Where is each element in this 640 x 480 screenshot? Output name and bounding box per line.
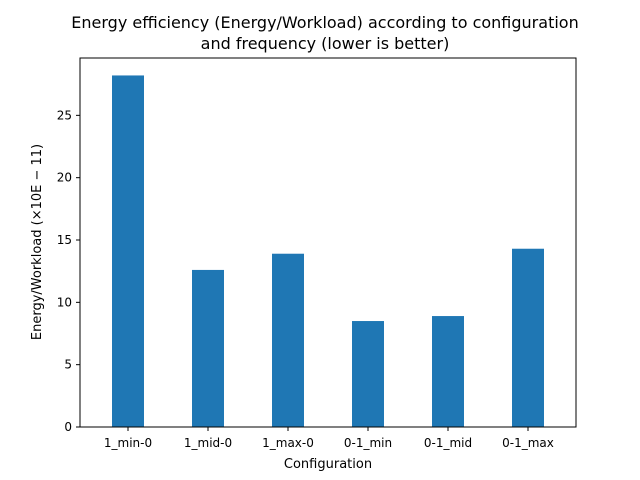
x-tick-label: 0-1_max [502, 436, 554, 450]
x-axis-ticks: 1_min-0 1_mid-0 1_max-0 0-1_min 0-1_mid 0-1_m… [104, 427, 554, 450]
x-tick-label: 0-1_mid [424, 436, 472, 450]
x-tick-label: 1_mid-0 [184, 436, 232, 450]
chart-title-line-2: and frequency (lower is better) [201, 34, 450, 53]
y-tick-label: 5 [64, 358, 72, 372]
x-axis-label: Configuration [284, 457, 372, 472]
bar-series [112, 75, 544, 428]
bar-0-1_mid [432, 316, 464, 427]
y-axis-label: Energy/Workload (×10E − 11) [30, 144, 45, 340]
x-tick-label: 0-1_min [344, 436, 392, 450]
plot-area-frame [79, 57, 577, 428]
bar-0-1_max [512, 248, 544, 427]
y-tick-label: 10 [57, 295, 72, 309]
y-tick-label: 0 [64, 420, 72, 434]
y-tick-label: 15 [57, 233, 72, 247]
x-tick-label: 1_max-0 [262, 436, 314, 450]
bar-1_max-0 [272, 253, 304, 427]
chart-title-line-1: Energy efficiency (Energy/Workload) acco… [71, 13, 578, 32]
x-tick-label: 1_min-0 [104, 436, 152, 450]
bar-1_min-0 [112, 75, 144, 428]
bar-1_mid-0 [192, 269, 224, 427]
y-axis-ticks: 0 5 10 15 20 25 [57, 108, 80, 434]
y-tick-label: 25 [57, 108, 72, 122]
y-tick-label: 20 [57, 171, 72, 185]
bar-0-1_min [352, 321, 384, 427]
